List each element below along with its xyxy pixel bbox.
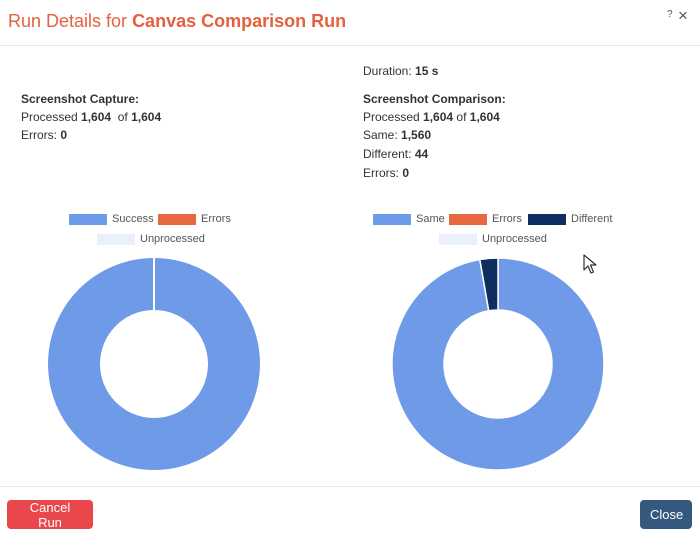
legend-label: Same [416,213,445,225]
capture-processed-value: 1,604 [81,110,112,124]
comparison-same-value: 1,560 [401,128,432,142]
legend-label: Unprocessed [482,233,547,245]
comparison-total-value: 1,604 [469,110,500,124]
capture-total-value: 1,604 [131,110,162,124]
capture-errors-label: Errors: [21,128,57,142]
legend-label: Different [571,213,613,225]
capture-errors-line: Errors: 0 [21,128,67,142]
comparison-legend-same[interactable]: Same [373,213,445,225]
capture-donut-chart [48,258,260,470]
comparison-processed-value: 1,604 [423,110,454,124]
capture-of-label: of [117,110,128,124]
comparison-processed-line: Processed 1,604 of 1,604 [363,110,500,124]
comparison-errors-line: Errors: 0 [363,166,409,180]
capture-legend-errors[interactable]: Errors [158,213,231,225]
comparison-different-value: 44 [414,147,429,161]
capture-heading: Screenshot Capture: [21,92,140,106]
dialog-header: Run Details for Canvas Comparison Run ? … [0,0,700,46]
comparison-different-label: Different: [363,147,412,161]
duration-line: Duration: 15 s [363,64,438,78]
legend-label: Errors [492,213,522,225]
dialog-footer: Cancel Run Close [0,486,700,537]
capture-processed-line: Processed 1,604 of 1,604 [21,110,161,124]
run-name: Canvas Comparison Run [132,11,347,31]
capture-legend-success[interactable]: Success [69,213,154,225]
legend-swatch [69,213,107,225]
comparison-same-label: Same: [363,128,398,142]
comparison-legend-unprocessed[interactable]: Unprocessed [439,233,547,245]
cancel-run-button[interactable]: Cancel Run [7,500,93,530]
comparison-errors-value: 0 [402,166,410,180]
comparison-processed-label: Processed [363,110,420,124]
slice-success[interactable] [48,258,154,470]
comparison-donut-chart [391,257,605,471]
legend-label: Errors [201,213,231,225]
close-icon[interactable]: × [678,6,688,25]
legend-label: Success [112,213,154,225]
comparison-of-label: of [456,110,467,124]
duration-label: Duration: [363,64,412,78]
capture-legend-unprocessed[interactable]: Unprocessed [97,233,205,245]
slice-success[interactable] [154,258,260,470]
capture-processed-label: Processed [21,110,78,124]
legend-swatch [439,233,477,245]
duration-value: 15 s [415,64,439,78]
legend-label: Unprocessed [140,233,205,245]
dialog-title: Run Details for Canvas Comparison Run [8,11,346,32]
mouse-cursor-icon [583,254,597,274]
comparison-heading: Screenshot Comparison: [363,92,506,106]
legend-swatch [97,233,135,245]
legend-swatch [158,213,196,225]
help-icon[interactable]: ? [667,9,673,20]
comparison-same-line: Same: 1,560 [363,128,431,142]
legend-swatch [528,213,566,225]
legend-swatch [449,213,487,225]
slice-same[interactable] [391,257,605,471]
legend-swatch [373,213,411,225]
close-button[interactable]: Close [640,500,692,529]
comparison-different-line: Different: 44 [363,147,428,161]
capture-errors-value: 0 [60,128,68,142]
comparison-legend-different[interactable]: Different [528,213,612,225]
comparison-errors-label: Errors: [363,166,399,180]
comparison-legend-errors[interactable]: Errors [449,213,522,225]
slice-different[interactable] [478,257,499,312]
title-prefix: Run Details for [8,11,133,31]
